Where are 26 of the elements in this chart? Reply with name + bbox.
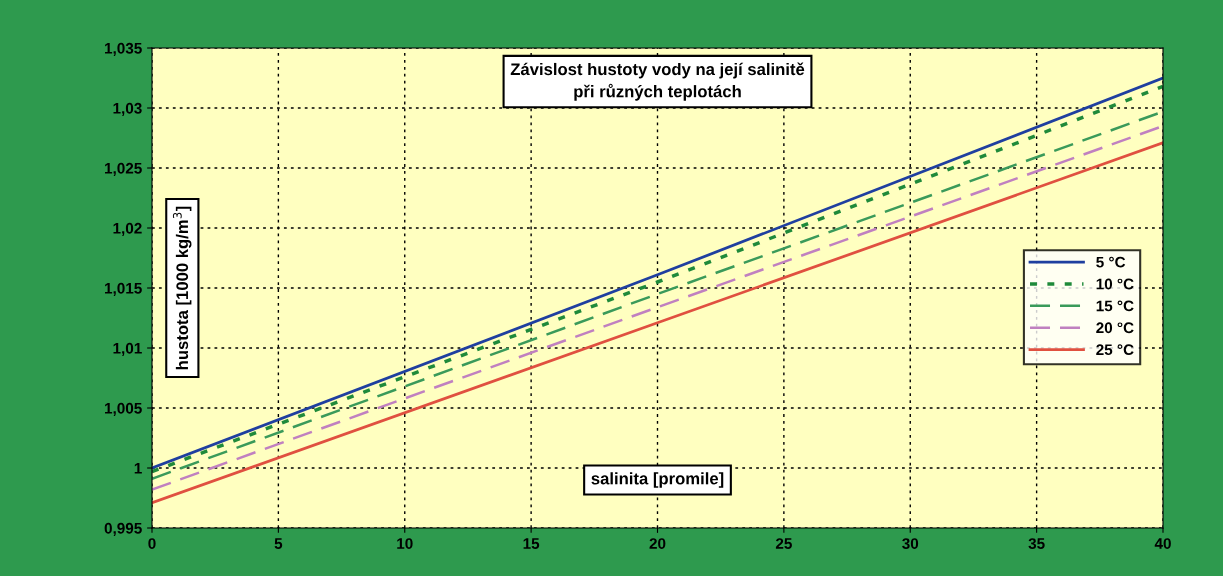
y-tick-label: 1,015 bbox=[105, 282, 142, 296]
y-tick-label: 1,025 bbox=[105, 162, 142, 176]
y-tick-label: 1,03 bbox=[113, 102, 142, 116]
y-tick-label: 1,01 bbox=[113, 342, 142, 356]
y-tick-label: 0,995 bbox=[104, 522, 142, 536]
y-tick-label: 1,005 bbox=[105, 402, 142, 416]
x-axis-title: salinita [promile] bbox=[591, 472, 724, 488]
y-tick-label: 1,035 bbox=[105, 42, 142, 56]
x-tick-label: 30 bbox=[902, 538, 919, 549]
x-tick-label: 10 bbox=[397, 538, 413, 549]
legend-label: 25 °C bbox=[1096, 344, 1134, 356]
x-tick-label: 35 bbox=[1028, 538, 1045, 549]
y-tick-label: 1,02 bbox=[113, 222, 142, 236]
legend-label: 20 °C bbox=[1096, 322, 1134, 334]
x-tick-label: 0 bbox=[148, 538, 156, 549]
x-tick-label: 40 bbox=[1154, 538, 1171, 549]
legend-label: 5 °C bbox=[1096, 256, 1126, 268]
x-tick-label: 20 bbox=[649, 538, 666, 549]
legend-label: 15 °C bbox=[1096, 300, 1134, 312]
y-tick-label: 1 bbox=[134, 463, 142, 474]
y-axis-title: hustota [1000 kg/m$^{3}$] bbox=[172, 206, 192, 370]
text: Závislost hustoty vody na její salinitě při různých teplotách bbox=[510, 62, 805, 101]
x-tick-label: 15 bbox=[523, 538, 540, 549]
x-tick-label: 5 bbox=[274, 538, 283, 549]
legend-label: 10 °C bbox=[1096, 278, 1134, 290]
x-tick-label: 25 bbox=[775, 538, 792, 549]
